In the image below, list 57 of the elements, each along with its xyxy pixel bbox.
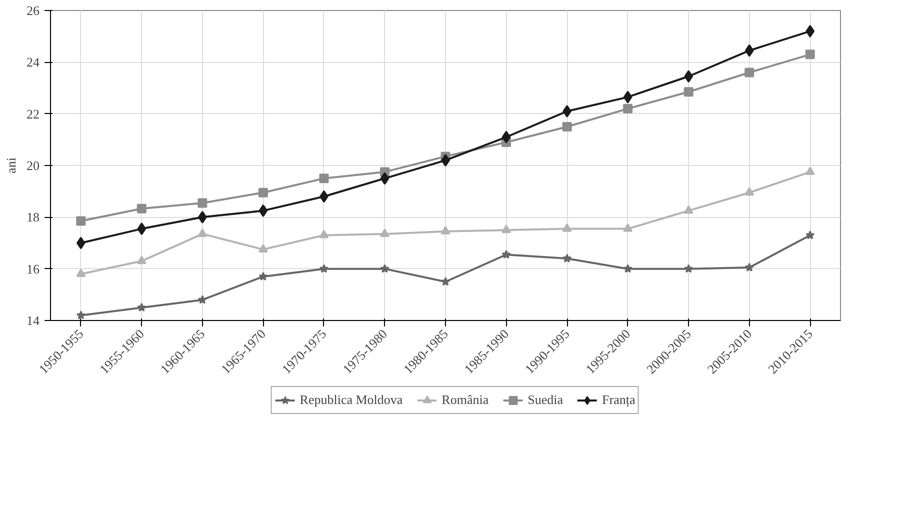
point [562,223,572,232]
legend-label: Franța [602,392,636,408]
point [806,230,815,240]
y-tick-label: 20 [26,158,40,173]
point [136,204,146,214]
point [744,68,754,78]
legend-label: România [442,392,489,408]
y-tick-label: 14 [26,313,40,328]
point [136,256,146,264]
point [684,205,694,214]
y-tick-label: 24 [26,54,40,70]
point [198,228,208,238]
point [623,104,633,114]
point [137,302,146,312]
point [623,223,633,232]
point [805,50,815,60]
point [744,44,754,57]
point [562,105,572,118]
point [684,264,694,273]
point [198,295,207,304]
point [502,130,511,144]
point [562,254,572,262]
y-tick-label: 18 [26,210,40,225]
point [440,277,450,286]
point [502,250,511,259]
point [319,174,329,184]
point [76,268,86,278]
point [258,272,268,281]
point [258,188,268,198]
point [380,172,390,185]
legend-label: Suedia [528,392,564,408]
point [380,264,390,273]
point [137,222,146,236]
point [319,264,329,273]
legend-label: Republica Moldova [300,392,403,408]
point [744,262,754,272]
point [258,204,268,217]
point [744,187,754,196]
point [684,87,694,97]
point [76,236,86,250]
point [502,224,512,234]
point [623,90,632,104]
y-tick-label: 22 [26,106,40,122]
point [562,122,572,132]
point [805,166,815,176]
point [623,264,632,273]
point [380,228,390,238]
point [198,198,208,208]
y-tick-label: 16 [26,261,40,276]
point [76,216,86,226]
y-axis-title: ani [4,157,18,174]
point [319,230,329,238]
point [440,226,450,234]
point [258,244,268,253]
point [76,310,86,320]
y-tick-label: 26 [26,3,40,18]
point [806,24,815,38]
